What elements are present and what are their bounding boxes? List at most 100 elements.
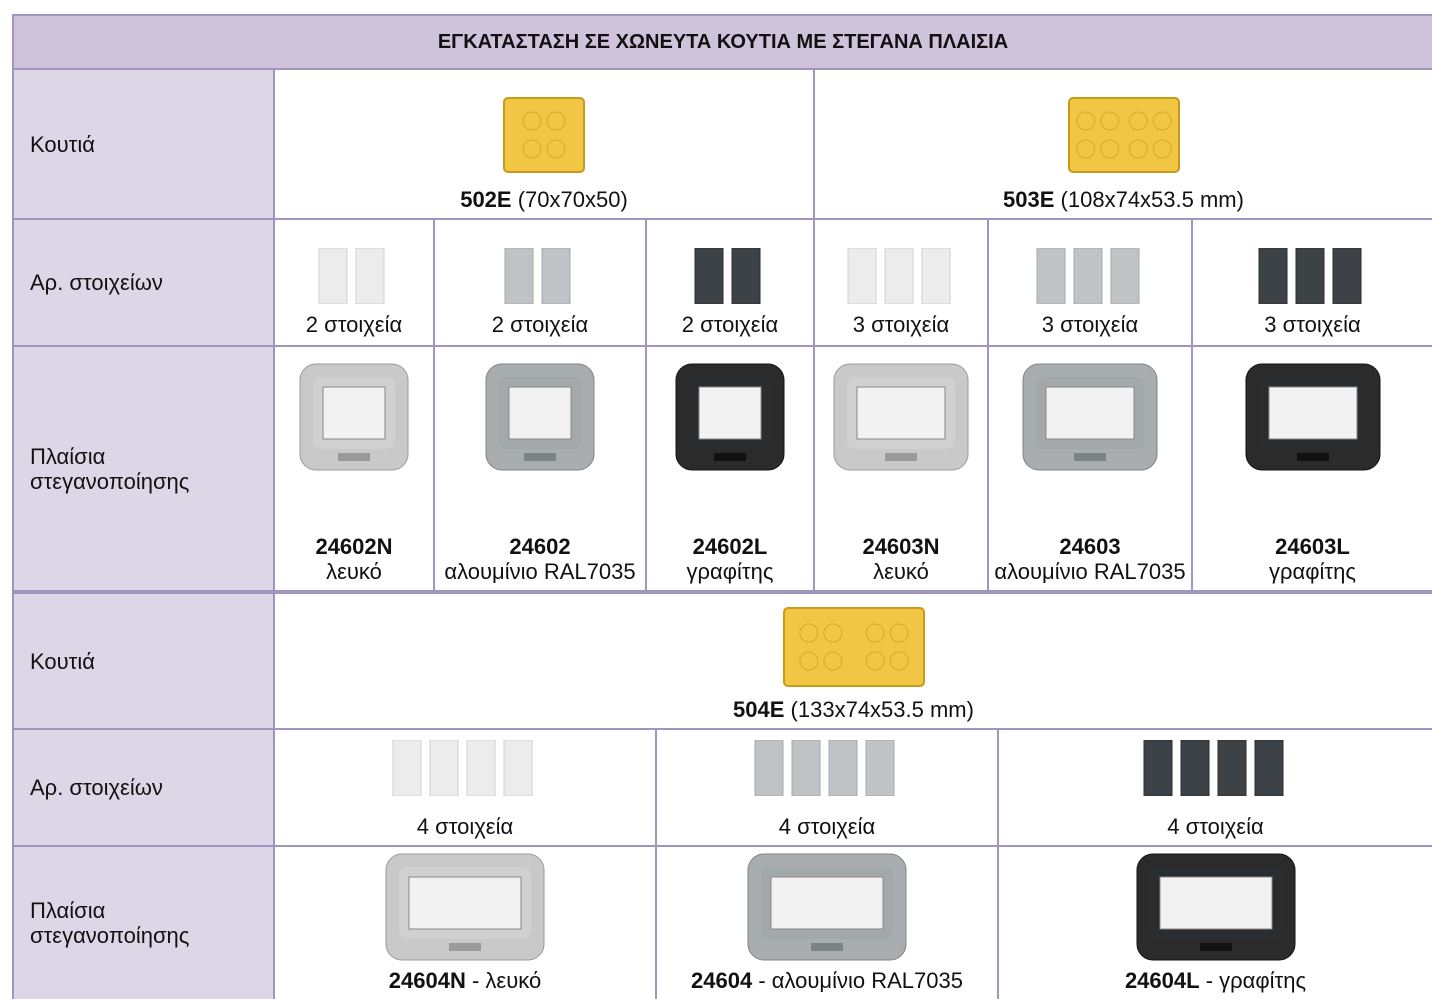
product-image bbox=[317, 247, 391, 309]
product-image bbox=[485, 363, 595, 476]
cell: 4 στοιχεία bbox=[997, 728, 1432, 845]
image-shape bbox=[694, 247, 761, 305]
image-shape bbox=[322, 386, 386, 440]
image-shape bbox=[847, 247, 876, 305]
image-shape bbox=[1152, 111, 1172, 131]
image-shape bbox=[541, 247, 571, 305]
image-shape bbox=[798, 623, 818, 643]
image-shape bbox=[503, 97, 585, 173]
image-shape bbox=[546, 111, 566, 131]
cell: 504E (133x74x53.5 mm) bbox=[273, 590, 1432, 728]
desc: αλουμίνιο RAL7035 bbox=[444, 559, 636, 584]
image-shape bbox=[791, 739, 821, 797]
module-count: 2 στοιχεία bbox=[305, 312, 403, 337]
image-shape bbox=[1217, 739, 1246, 797]
cell: 4 στοιχεία bbox=[273, 728, 655, 845]
module-count: 4 στοιχεία bbox=[778, 814, 876, 839]
image-shape bbox=[524, 453, 556, 461]
product-image bbox=[391, 739, 539, 801]
image-shape bbox=[318, 247, 385, 305]
cell: 2 στοιχεία bbox=[433, 218, 645, 345]
label: Αρ. στοιχείων bbox=[30, 775, 163, 800]
module-count: 3 στοιχεία bbox=[1041, 312, 1139, 337]
label: Πλαίσια στεγανοποίησης bbox=[30, 898, 190, 948]
desc: - αλουμίνιο RAL7035 bbox=[758, 968, 963, 993]
image-shape bbox=[1268, 386, 1357, 440]
module-count: 4 στοιχεία bbox=[416, 814, 514, 839]
code: 24603L bbox=[1275, 534, 1350, 559]
desc: - λευκό bbox=[471, 968, 542, 993]
image-shape bbox=[1199, 943, 1232, 951]
image-shape bbox=[770, 876, 884, 930]
product-image bbox=[1136, 853, 1296, 966]
image-shape bbox=[856, 386, 946, 440]
image-shape bbox=[449, 943, 481, 951]
product-image bbox=[1035, 247, 1146, 309]
desc: (133x74x53.5 mm) bbox=[790, 697, 974, 722]
product-image bbox=[1067, 96, 1181, 179]
product-image bbox=[782, 606, 926, 693]
image-shape bbox=[884, 247, 913, 305]
image-shape bbox=[299, 363, 409, 471]
image-shape bbox=[392, 739, 533, 797]
image-shape bbox=[694, 247, 724, 305]
product-image bbox=[833, 363, 969, 476]
code: 503E bbox=[1003, 187, 1055, 212]
image-shape bbox=[1067, 97, 1180, 173]
image-shape bbox=[1180, 739, 1209, 797]
product-image bbox=[299, 363, 409, 476]
desc: γραφίτης bbox=[686, 559, 774, 584]
image-shape bbox=[885, 453, 917, 461]
image-shape bbox=[429, 739, 459, 797]
code: 24602N bbox=[315, 534, 393, 559]
image-shape bbox=[731, 247, 761, 305]
image-shape bbox=[318, 247, 348, 305]
cell: 24603 αλουμίνιο RAL7035 bbox=[987, 345, 1191, 590]
image-shape bbox=[504, 247, 534, 305]
image-shape bbox=[1036, 247, 1139, 305]
label: Κουτιά bbox=[30, 648, 95, 674]
image-shape bbox=[503, 739, 533, 797]
cell: 24603L γραφίτης bbox=[1191, 345, 1432, 590]
image-shape bbox=[1295, 247, 1325, 305]
cell: 3 στοιχεία bbox=[813, 218, 987, 345]
row-label: Πλαίσια στεγανοποίησης bbox=[12, 345, 273, 590]
desc: λευκό bbox=[873, 559, 929, 584]
module-count: 2 στοιχεία bbox=[491, 312, 589, 337]
code: 24604L bbox=[1124, 968, 1200, 993]
image-shape bbox=[747, 853, 907, 961]
image-shape bbox=[1143, 739, 1172, 797]
image-shape bbox=[798, 651, 818, 671]
cell: 24602L γραφίτης bbox=[645, 345, 813, 590]
image-shape bbox=[865, 739, 895, 797]
image-shape bbox=[1159, 876, 1272, 930]
product-image bbox=[1142, 739, 1290, 801]
product-image bbox=[675, 363, 785, 476]
row-label: Κουτιά bbox=[12, 68, 273, 218]
image-shape bbox=[1245, 363, 1380, 471]
cell: 2 στοιχεία bbox=[645, 218, 813, 345]
cell: 24604N - λευκό bbox=[273, 845, 655, 999]
cell: 503E (108x74x53.5 mm) bbox=[813, 68, 1432, 218]
code: 24603N bbox=[862, 534, 940, 559]
image-shape bbox=[822, 623, 842, 643]
image-shape bbox=[1075, 139, 1095, 159]
title-text: ΕΓΚΑΤΑΣΤΑΣΗ ΣΕ ΧΩΝΕΥΤΑ ΚΟΥΤΙΑ ΜΕ ΣΤΕΓΑΝΑ… bbox=[437, 30, 1009, 53]
image-shape bbox=[508, 386, 572, 440]
product-image bbox=[1257, 247, 1368, 309]
label: Κουτιά bbox=[30, 131, 95, 157]
module-count: 3 στοιχεία bbox=[1264, 312, 1361, 337]
image-shape bbox=[1332, 247, 1362, 305]
desc: (108x74x53.5 mm) bbox=[1060, 187, 1244, 212]
module-count: 2 στοιχεία bbox=[681, 312, 779, 337]
code: 504E bbox=[733, 697, 785, 722]
cell: 502E (70x70x50) bbox=[273, 68, 813, 218]
code: 502E bbox=[460, 187, 512, 212]
cell: 24604 - αλουμίνιο RAL7035 bbox=[655, 845, 997, 999]
module-count: 3 στοιχεία bbox=[852, 312, 950, 337]
image-shape bbox=[1143, 739, 1283, 797]
image-shape bbox=[675, 363, 785, 471]
image-shape bbox=[546, 139, 566, 159]
product-image bbox=[747, 853, 907, 966]
product-image bbox=[1022, 363, 1158, 476]
